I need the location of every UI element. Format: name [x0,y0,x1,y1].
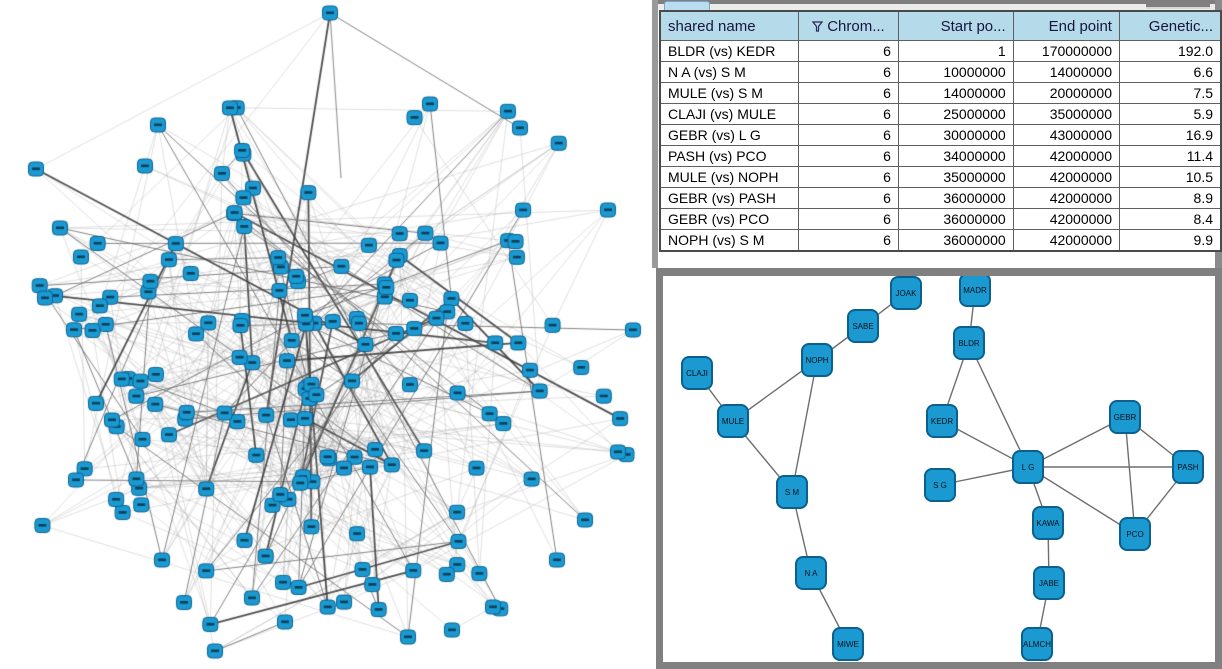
node-l-g[interactable]: L G [1012,450,1044,484]
cell-value[interactable]: 6 [797,145,899,167]
cell-shared-name[interactable]: N A (vs) S M [659,61,799,83]
cell-value[interactable]: 6 [797,187,899,209]
table-left-band [652,0,658,268]
node-sabe[interactable]: SABE [847,309,879,343]
cell-value[interactable]: 10000000 [897,61,1014,83]
cell-value[interactable]: 7.5 [1118,82,1222,104]
cell-value[interactable]: 10.5 [1118,166,1222,188]
cell-value[interactable]: 6 [797,82,899,104]
cell-value[interactable]: 36000000 [897,229,1014,252]
cell-value[interactable]: 20000000 [1012,82,1120,104]
column-header-shared-name[interactable]: shared name [659,10,799,41]
cell-value[interactable]: 6.6 [1118,61,1222,83]
cell-value[interactable]: 6 [797,103,899,125]
edge-attribute-table: shared name Chrom... Start po... End point G… [659,10,1222,252]
table-row[interactable]: GEBR (vs) L G 6 30000000 43000000 16.9 [659,124,1222,146]
cell-shared-name[interactable]: GEBR (vs) L G [659,124,799,146]
table-row[interactable]: GEBR (vs) PASH 6 36000000 42000000 8.9 [659,187,1222,209]
cell-value[interactable]: 35000000 [897,166,1014,188]
node-gebr[interactable]: GEBR [1109,400,1141,434]
cell-shared-name[interactable]: MULE (vs) NOPH [659,166,799,188]
filter-funnel-icon[interactable] [812,20,824,32]
node-pco[interactable]: PCO [1119,517,1151,551]
network-view-large[interactable] [0,0,652,669]
table-header-row: shared name Chrom... Start po... End point G… [659,10,1222,41]
cell-value[interactable]: 42000000 [1012,187,1120,209]
top-divider-bar [652,0,1222,4]
cell-value[interactable]: 6 [797,61,899,83]
cell-value[interactable]: 36000000 [897,187,1014,209]
node-kedr[interactable]: KEDR [926,404,958,438]
top-right-fragment [1146,0,1210,9]
cell-value[interactable]: 16.9 [1118,124,1222,146]
node-n-a[interactable]: N A [795,556,827,590]
column-header-end-point[interactable]: End point [1012,10,1120,41]
cell-value[interactable]: 42000000 [1012,229,1120,252]
cell-value[interactable]: 30000000 [897,124,1014,146]
cell-value[interactable]: 14000000 [897,82,1014,104]
table-row[interactable]: CLAJI (vs) MULE 6 25000000 35000000 5.9 [659,103,1222,125]
cell-value[interactable]: 11.4 [1118,145,1222,167]
cell-value[interactable]: 42000000 [1012,145,1120,167]
cell-value[interactable]: 192.0 [1118,40,1222,62]
cell-value[interactable]: 5.9 [1118,103,1222,125]
cell-shared-name[interactable]: GEBR (vs) PASH [659,187,799,209]
cell-value[interactable]: 6 [797,208,899,230]
table-row[interactable]: GEBR (vs) PCO 6 36000000 42000000 8.4 [659,208,1222,230]
node-almch[interactable]: ALMCH [1021,627,1053,661]
table-row[interactable]: MULE (vs) S M 6 14000000 20000000 7.5 [659,82,1222,104]
node-pash[interactable]: PASH [1172,450,1204,484]
cell-value[interactable]: 25000000 [897,103,1014,125]
table-row[interactable]: BLDR (vs) KEDR 6 1 170000000 192.0 [659,40,1222,62]
panel-tab-fragment[interactable] [664,1,710,11]
cell-value[interactable]: 36000000 [897,208,1014,230]
cell-value[interactable]: 6 [797,166,899,188]
cell-shared-name[interactable]: CLAJI (vs) MULE [659,103,799,125]
cell-value[interactable]: 42000000 [1012,208,1120,230]
node-bldr[interactable]: BLDR [953,326,985,360]
node-madr[interactable]: MADR [959,276,991,307]
table-row[interactable]: MULE (vs) NOPH 6 35000000 42000000 10.5 [659,166,1222,188]
network-view-small-frame: JOAK SABE NOPH CLAJI MULE MADR BLDR KEDR GEBR L G… [656,268,1222,669]
cell-shared-name[interactable]: NOPH (vs) S M [659,229,799,252]
cell-value[interactable]: 1 [897,40,1014,62]
node-claji[interactable]: CLAJI [681,356,713,390]
cell-value[interactable]: 35000000 [1012,103,1120,125]
cell-value[interactable]: 6 [797,40,899,62]
cell-value[interactable]: 8.9 [1118,187,1222,209]
network-view-small[interactable]: JOAK SABE NOPH CLAJI MULE MADR BLDR KEDR GEBR L G… [663,276,1215,662]
cell-shared-name[interactable]: GEBR (vs) PCO [659,208,799,230]
cell-shared-name[interactable]: MULE (vs) S M [659,82,799,104]
cell-value[interactable]: 170000000 [1012,40,1120,62]
node-joak[interactable]: JOAK [890,276,922,310]
top-divider-light [652,4,1222,10]
cell-shared-name[interactable]: PASH (vs) PCO [659,145,799,167]
column-header-start-po-[interactable]: Start po... [897,10,1014,41]
column-header-genetic-[interactable]: Genetic... [1118,10,1222,41]
cell-value[interactable]: 9.9 [1118,229,1222,252]
cell-value[interactable]: 6 [797,124,899,146]
cell-value[interactable]: 43000000 [1012,124,1120,146]
node-noph[interactable]: NOPH [801,343,833,377]
cell-value[interactable]: 14000000 [1012,61,1120,83]
table-row[interactable]: N A (vs) S M 6 10000000 14000000 6.6 [659,61,1222,83]
cell-value[interactable]: 42000000 [1012,166,1120,188]
node-mule[interactable]: MULE [717,404,749,438]
cell-shared-name[interactable]: BLDR (vs) KEDR [659,40,799,62]
node-s-g[interactable]: S G [924,468,956,502]
node-kawa[interactable]: KAWA [1032,506,1064,540]
cell-value[interactable]: 6 [797,229,899,252]
node-miwe[interactable]: MIWE [832,627,864,661]
table-row[interactable]: PASH (vs) PCO 6 34000000 42000000 11.4 [659,145,1222,167]
node-s-m[interactable]: S M [776,475,808,509]
column-header-chrom-[interactable]: Chrom... [797,10,899,41]
edge-attribute-table-panel: shared name Chrom... Start po... End point G… [659,10,1222,252]
cell-value[interactable]: 8.4 [1118,208,1222,230]
table-row[interactable]: NOPH (vs) S M 6 36000000 42000000 9.9 [659,229,1222,252]
cell-value[interactable]: 34000000 [897,145,1014,167]
node-jabe[interactable]: JABE [1033,566,1065,600]
